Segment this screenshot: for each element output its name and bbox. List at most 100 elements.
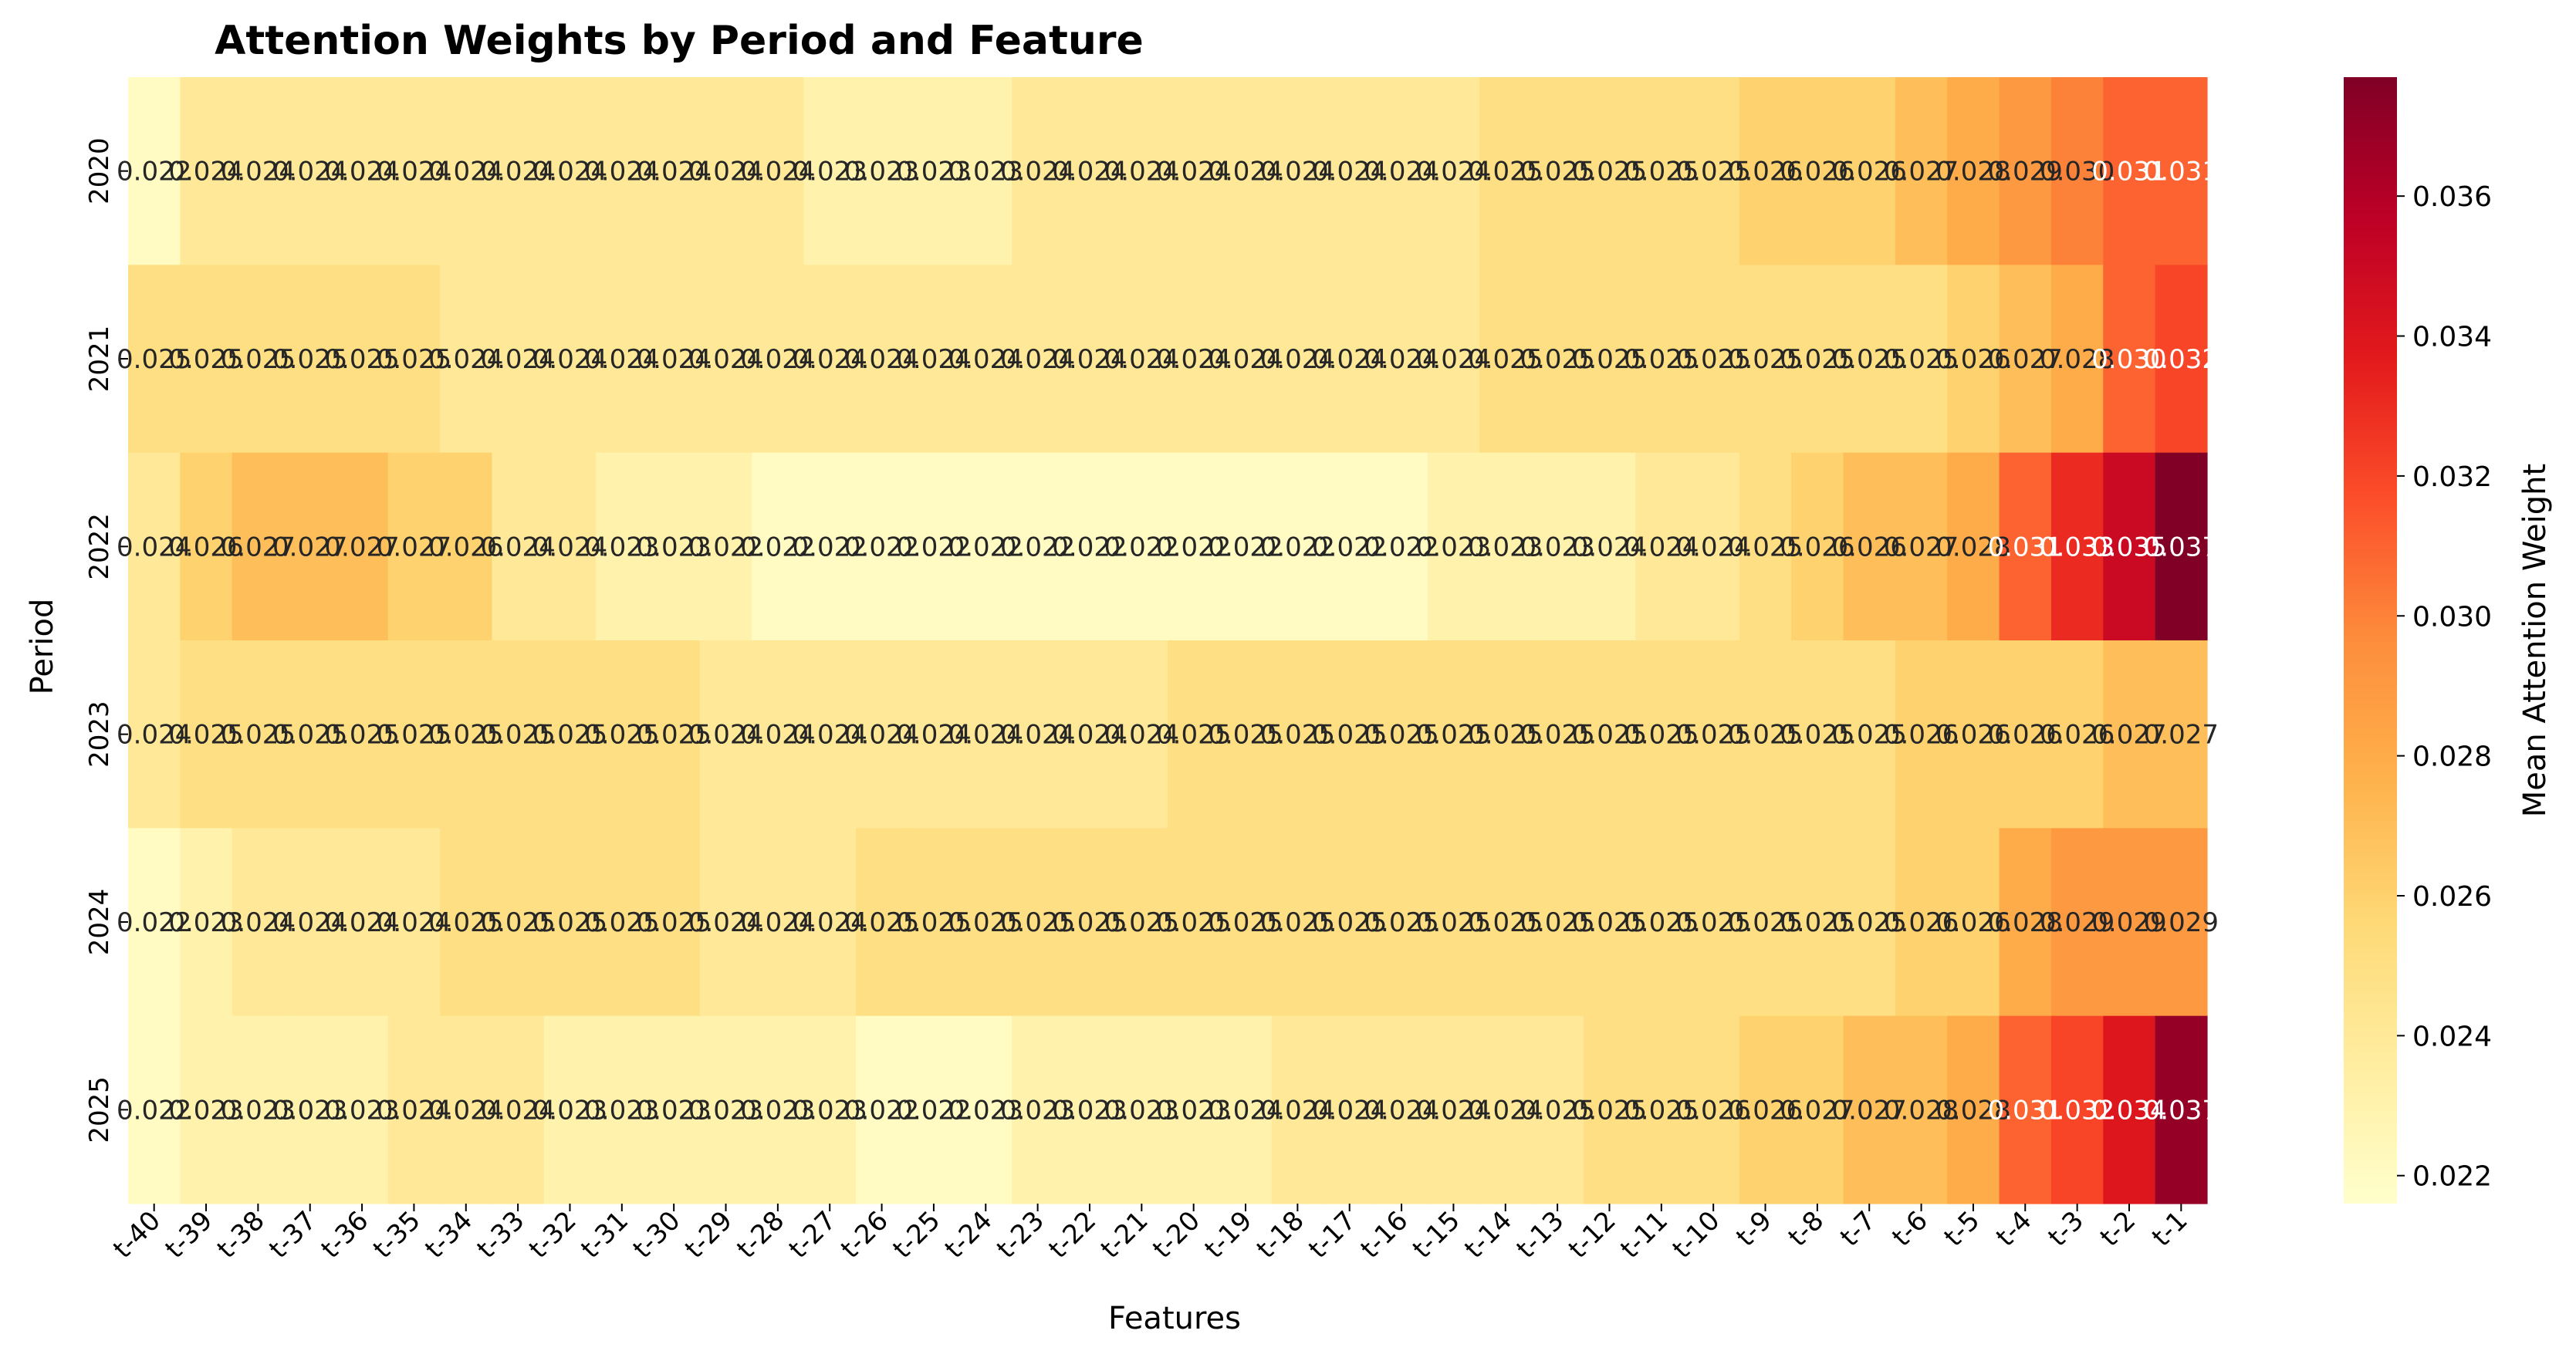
heatmap-cell — [180, 77, 233, 265]
heatmap-cell — [1999, 265, 2052, 454]
x-tick-label: t-29 — [679, 1205, 739, 1265]
cell-value-label: 0.025 — [377, 344, 451, 375]
cell-value-label: 0.024 — [480, 157, 555, 187]
heatmap-cell — [1687, 640, 1740, 829]
heatmap-cell — [959, 828, 1012, 1017]
cell-value-label: 0.027 — [1780, 1095, 1854, 1126]
cell-value-label: 0.023 — [793, 1095, 867, 1126]
heatmap-cell — [232, 1015, 285, 1204]
heatmap-cell — [284, 452, 336, 641]
cell-value-labels: 0.0220.0240.0240.0240.0240.0240.0240.024… — [117, 157, 2219, 1126]
cell-value-label: 0.024 — [168, 157, 243, 187]
cell-value-label: 0.023 — [1416, 532, 1491, 562]
heatmap-cell — [1739, 452, 1792, 641]
cell-value-label: 0.024 — [272, 907, 347, 938]
heatmap-cell — [284, 828, 336, 1017]
heatmap-cell — [1323, 828, 1376, 1017]
cell-value-label: 0.024 — [480, 344, 555, 375]
cell-value-label: 0.024 — [948, 344, 1023, 375]
cell-value-label: 0.031 — [1988, 532, 2063, 562]
x-tick-label: t-28 — [731, 1205, 790, 1265]
cell-value-label: 0.028 — [1935, 1095, 2010, 1126]
cell-value-label: 0.025 — [1780, 907, 1854, 938]
heatmap-cell — [1271, 452, 1324, 641]
heatmap-cell — [1115, 265, 1168, 454]
heatmap-cell — [336, 640, 389, 829]
heatmap-cell — [1687, 452, 1740, 641]
cell-value-label: 0.025 — [1832, 344, 1907, 375]
cell-value-label: 0.024 — [1260, 157, 1335, 187]
cell-value-label: 0.024 — [428, 157, 503, 187]
cell-value-label: 0.025 — [324, 720, 399, 751]
heatmap-cell — [1479, 640, 1533, 829]
heatmap-cell — [2050, 640, 2104, 829]
heatmap-cell — [180, 640, 233, 829]
cell-value-label: 0.025 — [1468, 157, 1543, 187]
heatmap-cell — [1219, 452, 1273, 641]
cell-value-label: 0.025 — [1520, 907, 1594, 938]
heatmap-cell — [387, 640, 441, 829]
heatmap-cell — [2103, 1015, 2156, 1204]
heatmap-cell — [1168, 77, 1220, 265]
cell-value-label: 0.026 — [428, 532, 503, 562]
heatmap-cell — [1791, 77, 1844, 265]
heatmap-cell — [855, 452, 908, 641]
heatmap-cell — [1895, 640, 1948, 829]
cell-value-label: 0.024 — [532, 344, 607, 375]
heatmap-cell — [1479, 828, 1533, 1017]
cell-value-label: 0.024 — [1000, 720, 1075, 751]
cell-value-label: 0.022 — [948, 532, 1023, 562]
cell-value-label: 0.025 — [1832, 907, 1907, 938]
cell-value-label: 0.026 — [1884, 907, 1959, 938]
x-tick-label: t-6 — [1886, 1205, 1934, 1253]
heatmap-cell — [1168, 828, 1220, 1017]
heatmap-cell — [1011, 1015, 1064, 1204]
cell-value-label: 0.024 — [377, 1095, 451, 1126]
heatmap-cell — [543, 828, 597, 1017]
heatmap-cell — [1168, 1015, 1220, 1204]
cell-value-label: 0.022 — [117, 1095, 191, 1126]
cell-value-label: 0.024 — [1052, 344, 1127, 375]
cell-value-label: 0.024 — [1312, 344, 1387, 375]
heatmap-cell — [1791, 640, 1844, 829]
cell-value-label: 0.026 — [1935, 720, 2010, 751]
heatmap-cell — [1219, 1015, 1273, 1204]
x-tick-label: t-7 — [1834, 1205, 1882, 1253]
heatmap-cell — [1791, 265, 1844, 454]
heatmap-cell — [336, 77, 389, 265]
cell-value-label: 0.027 — [2091, 720, 2166, 751]
cell-value-label: 0.022 — [1104, 532, 1179, 562]
y-tick-label: 2025 — [84, 1076, 115, 1143]
heatmap-cell — [1635, 828, 1689, 1017]
cell-value-label: 0.025 — [1728, 532, 1803, 562]
cell-value-label: 0.032 — [2040, 1095, 2115, 1126]
cell-value-label: 0.024 — [532, 157, 607, 187]
heatmap-cell — [128, 828, 181, 1017]
cell-value-label: 0.023 — [221, 1095, 296, 1126]
cell-value-label: 0.025 — [532, 720, 607, 751]
cell-value-label: 0.024 — [1416, 1095, 1491, 1126]
heatmap-cell — [1739, 828, 1792, 1017]
heatmap-cell — [543, 452, 597, 641]
cell-value-label: 0.023 — [637, 1095, 712, 1126]
cell-value-label: 0.024 — [1104, 157, 1179, 187]
cell-value-label: 0.024 — [117, 532, 191, 562]
cell-value-label: 0.025 — [1520, 157, 1594, 187]
heatmap-cell — [180, 452, 233, 641]
heatmap-cell — [1687, 828, 1740, 1017]
cell-value-label: 0.024 — [688, 907, 763, 938]
cell-value-label: 0.022 — [793, 532, 867, 562]
cell-value-label: 0.035 — [2091, 532, 2166, 562]
cell-value-label: 0.025 — [1208, 720, 1283, 751]
heatmap-cell — [1947, 640, 2000, 829]
heatmap-cell — [232, 828, 285, 1017]
cell-value-label: 0.025 — [324, 344, 399, 375]
cell-value-label: 0.022 — [740, 532, 815, 562]
heatmap-cell — [699, 77, 752, 265]
cell-value-label: 0.024 — [117, 720, 191, 751]
heatmap-cell — [647, 265, 701, 454]
cell-value-label: 0.024 — [428, 344, 503, 375]
cell-value-label: 0.025 — [637, 720, 712, 751]
colorbar-tick-label: 0.022 — [2412, 1161, 2492, 1193]
